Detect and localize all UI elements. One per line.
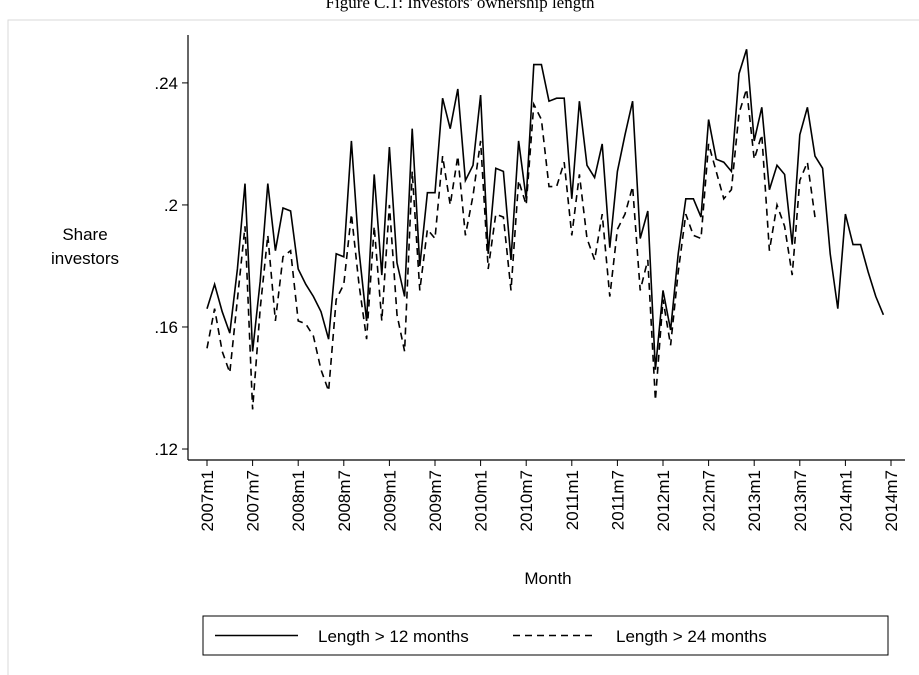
- x-tick-label: 2014m1: [836, 470, 855, 531]
- y-axis-title: Share: [62, 225, 107, 244]
- y-tick-label: .24: [154, 74, 178, 93]
- line-series: [206, 88, 816, 410]
- legend-label: Length > 24 months: [616, 627, 767, 646]
- x-tick-label: 2008m7: [335, 470, 354, 531]
- x-tick-label: 2013m1: [745, 470, 764, 531]
- y-tick-label: .16: [154, 318, 178, 337]
- y-tick-label: .2: [164, 196, 178, 215]
- x-tick-label: 2014m7: [882, 470, 901, 531]
- chart-title: Figure C.1: Investors' ownership length: [326, 0, 595, 12]
- x-tick-label: 2011m7: [608, 470, 627, 530]
- x-tick-label: 2009m7: [426, 470, 445, 531]
- x-tick-label: 2013m7: [791, 470, 810, 531]
- x-tick-label: 2012m1: [654, 470, 673, 531]
- x-tick-label: 2010m1: [472, 470, 491, 531]
- y-tick-label: .12: [154, 440, 178, 459]
- y-axis-title: investors: [51, 249, 119, 268]
- plot-frame: [7, 19, 919, 675]
- x-tick-label: 2007m1: [198, 470, 217, 531]
- x-tick-label: 2010m7: [517, 470, 536, 531]
- legend-label: Length > 12 months: [318, 627, 469, 646]
- x-axis-title: Month: [524, 569, 571, 588]
- x-tick-label: 2011m1: [563, 470, 582, 530]
- legend-box: [202, 615, 889, 656]
- x-tick-label: 2007m7: [244, 470, 263, 531]
- x-tick-label: 2009m1: [380, 470, 399, 531]
- x-tick-label: 2008m1: [289, 470, 308, 531]
- x-tick-label: 2012m7: [700, 470, 719, 531]
- line-series: [206, 49, 885, 370]
